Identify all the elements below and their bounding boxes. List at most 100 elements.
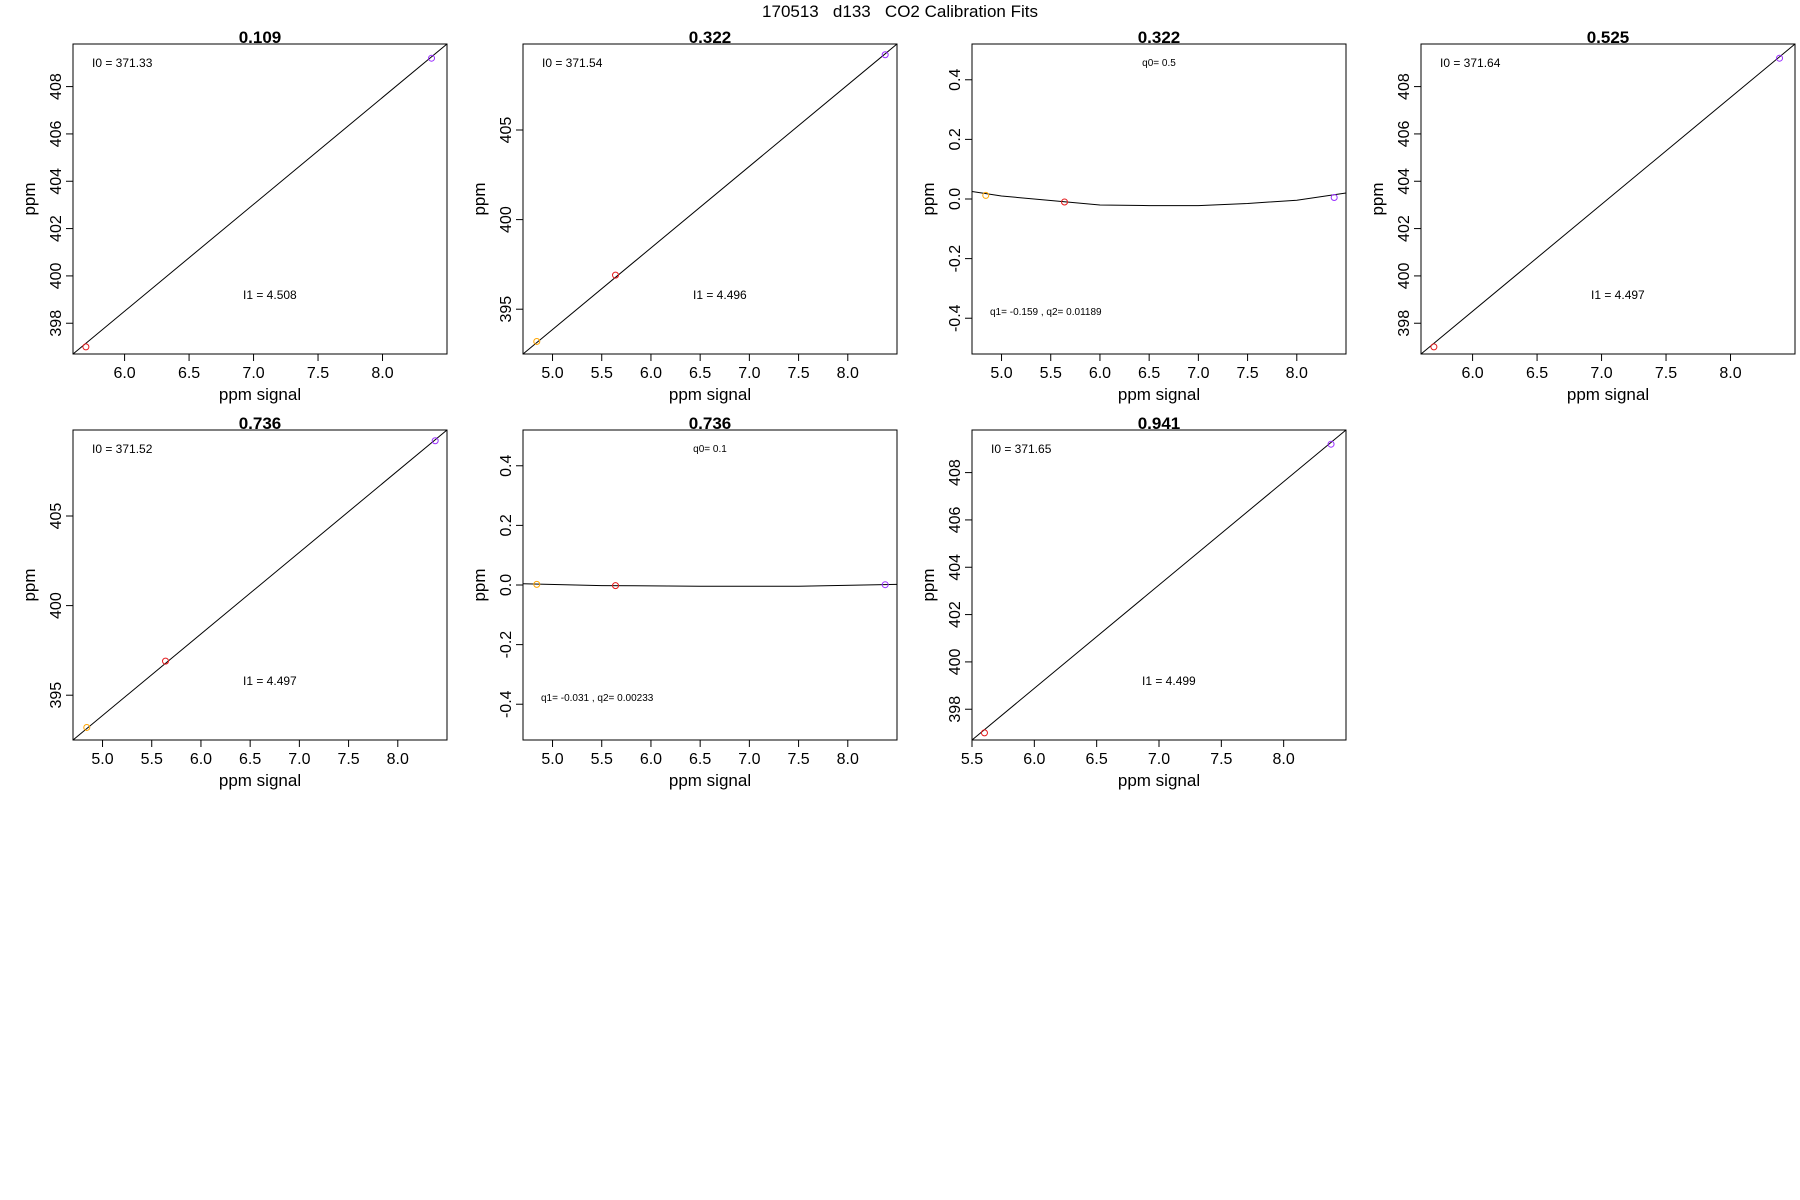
x-tick-label: 7.0 (1590, 365, 1612, 382)
chart-panel-4: 0.525 6.0 6.5 7.0 7.5 8.0 398 400 402 404 406 408 pp… (1368, 28, 1796, 404)
x-tick-label: 8.0 (1286, 365, 1308, 382)
x-tick-label: 6.0 (1023, 751, 1045, 768)
y-tick-label: -0.2 (498, 631, 515, 659)
x-tick-label: 8.0 (1719, 365, 1741, 382)
fit-annotation: I1 = 4.497 (1591, 288, 1645, 302)
chart-panel-2: 0.322 5.0 5.5 6.0 6.5 7.0 7.5 8.0 395 400 405 ppm s… (470, 28, 898, 404)
y-tick-label: 400 (48, 262, 65, 289)
x-tick-label: 5.5 (591, 751, 613, 768)
x-tick-label: 7.5 (787, 751, 809, 768)
fit-annotation: I0 = 371.64 (1440, 56, 1501, 70)
fit-annotation: I1 = 4.497 (243, 674, 297, 688)
x-axis-label: ppm signal (219, 771, 301, 790)
y-axis-label: ppm (470, 182, 489, 215)
fit-line (972, 430, 1346, 740)
y-tick-label: 0.0 (947, 188, 964, 210)
x-tick-label: 8.0 (371, 365, 393, 382)
x-tick-label: 6.0 (190, 751, 212, 768)
y-tick-label: -0.4 (498, 690, 515, 718)
x-tick-label: 7.5 (1236, 365, 1258, 382)
x-tick-label: 7.0 (1148, 751, 1170, 768)
y-tick-label: 408 (947, 459, 964, 486)
y-tick-label: 408 (48, 73, 65, 100)
x-tick-label: 6.5 (1138, 365, 1160, 382)
panel-title: 0.736 (239, 414, 282, 433)
fit-annotation: I0 = 371.52 (92, 442, 153, 456)
x-axis-label: ppm signal (219, 385, 301, 404)
data-point (1327, 440, 1335, 448)
y-tick-label: 406 (48, 120, 65, 147)
y-tick-label: -0.2 (947, 245, 964, 273)
fit-line (73, 430, 447, 740)
data-point (431, 437, 439, 445)
chart-panel-1: 0.109 6.0 6.5 7.0 7.5 8.0 398 400 402 404 406 408 pp… (20, 28, 448, 404)
x-tick-label: 5.5 (1040, 365, 1062, 382)
y-tick-label: 398 (1396, 310, 1413, 337)
y-tick-label: -0.4 (947, 304, 964, 332)
data-point (1776, 54, 1784, 62)
x-tick-label: 7.5 (1655, 365, 1677, 382)
x-tick-label: 8.0 (837, 751, 859, 768)
panel-title: 0.941 (1138, 414, 1181, 433)
x-tick-label: 8.0 (837, 365, 859, 382)
fit-annotation: I1 = 4.496 (693, 288, 747, 302)
x-tick-label: 5.0 (541, 365, 563, 382)
fit-annotation: q0= 0.5 (1142, 58, 1176, 69)
y-tick-label: 398 (947, 696, 964, 723)
x-tick-label: 7.0 (1187, 365, 1209, 382)
y-tick-label: 400 (48, 592, 65, 619)
x-tick-label: 6.0 (113, 365, 135, 382)
fit-line (73, 44, 447, 354)
fit-annotation: q1= -0.159 , q2= 0.01189 (990, 307, 1102, 318)
figure-title: 170513 d133 CO2 Calibration Fits (762, 2, 1038, 21)
y-tick-label: 404 (947, 554, 964, 581)
data-point (533, 580, 541, 588)
x-tick-label: 5.5 (961, 751, 983, 768)
x-tick-label: 8.0 (1273, 751, 1295, 768)
y-tick-label: 405 (498, 117, 515, 144)
y-tick-label: 405 (48, 503, 65, 530)
fit-line (972, 191, 1346, 207)
panel-title: 0.322 (1138, 28, 1181, 47)
x-tick-label: 5.5 (141, 751, 163, 768)
fit-line (1421, 44, 1795, 354)
x-axis-label: ppm signal (669, 771, 751, 790)
y-tick-label: 402 (1396, 215, 1413, 242)
x-tick-label: 7.5 (337, 751, 359, 768)
fit-annotation: I0 = 371.65 (991, 442, 1052, 456)
y-tick-label: 395 (498, 296, 515, 323)
y-tick-label: 395 (48, 682, 65, 709)
x-tick-label: 7.5 (307, 365, 329, 382)
x-tick-label: 6.5 (239, 751, 261, 768)
panel-title: 0.736 (689, 414, 732, 433)
x-tick-label: 6.5 (1526, 365, 1548, 382)
data-point (980, 729, 988, 737)
x-tick-label: 5.0 (990, 365, 1012, 382)
data-point (881, 51, 889, 59)
x-tick-label: 6.0 (640, 365, 662, 382)
x-tick-label: 6.0 (1461, 365, 1483, 382)
x-axis-label: ppm signal (669, 385, 751, 404)
x-tick-label: 6.5 (689, 751, 711, 768)
y-axis-label: ppm (20, 568, 39, 601)
y-axis-label: ppm (919, 568, 938, 601)
x-tick-label: 7.0 (738, 751, 760, 768)
fit-annotation: I0 = 371.33 (92, 56, 153, 70)
y-axis-label: ppm (1368, 182, 1387, 215)
data-point (1061, 198, 1069, 206)
y-tick-label: 404 (1396, 168, 1413, 195)
fit-line (523, 583, 897, 587)
y-tick-label: 408 (1396, 73, 1413, 100)
y-tick-label: 0.2 (947, 128, 964, 150)
x-tick-label: 8.0 (387, 751, 409, 768)
y-tick-label: 400 (498, 206, 515, 233)
data-point (1430, 343, 1438, 351)
fit-annotation: I1 = 4.508 (243, 288, 297, 302)
x-tick-label: 5.0 (541, 751, 563, 768)
y-tick-label: 402 (947, 601, 964, 628)
y-tick-label: 406 (947, 506, 964, 533)
x-axis-label: ppm signal (1567, 385, 1649, 404)
y-tick-label: 0.0 (498, 574, 515, 596)
x-axis-label: ppm signal (1118, 771, 1200, 790)
